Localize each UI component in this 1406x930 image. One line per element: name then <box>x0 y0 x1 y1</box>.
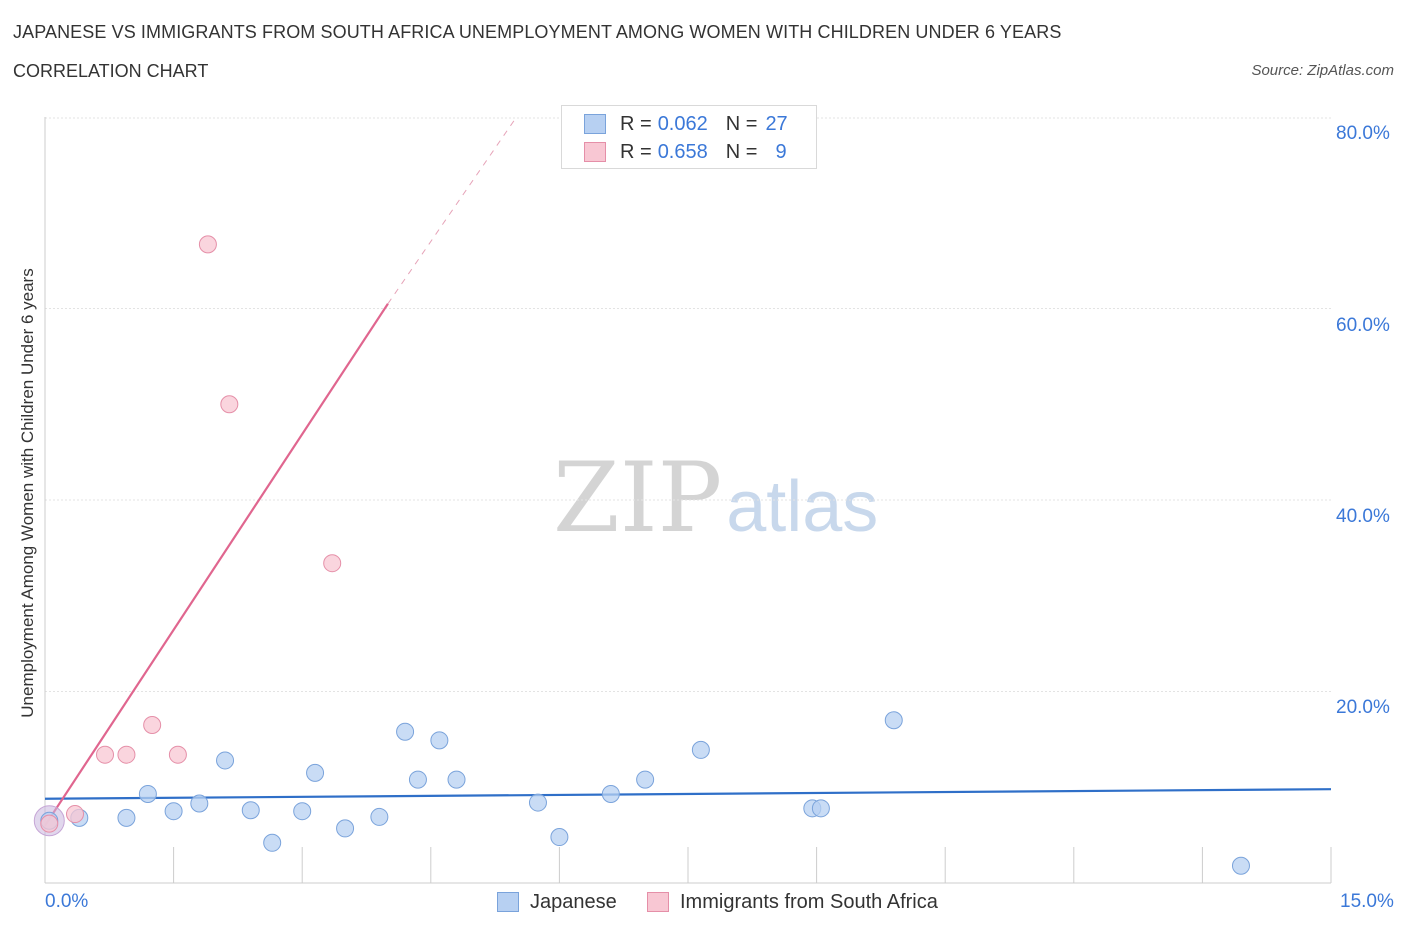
data-point-japanese-17 <box>528 793 547 812</box>
trend-line-south-africa-extrapolated <box>387 116 517 304</box>
data-point-south-africa-3 <box>117 745 136 764</box>
legend-n-value-japanese: 27 <box>765 112 788 135</box>
legend-n-label: N = <box>725 112 758 135</box>
legend-r-value-japanese: 0.062 <box>657 112 708 135</box>
data-point-japanese-13 <box>396 722 415 741</box>
chart-title: JAPANESE VS IMMIGRANTS FROM SOUTH AFRICA… <box>13 22 1062 42</box>
data-point-japanese-11 <box>336 819 355 838</box>
y-tick-label-40: 40.0% <box>1336 506 1390 527</box>
data-point-south-africa-1 <box>66 805 85 824</box>
data-point-japanese-21 <box>691 740 710 759</box>
data-point-japanese-8 <box>263 833 282 852</box>
data-point-south-africa-2 <box>96 745 115 764</box>
legend-label-south-africa: Immigrants from South Africa <box>680 890 938 913</box>
legend-n-value-south-africa: 9 <box>775 140 787 163</box>
legend-row-japanese: R = 0.062 N = 27 <box>584 111 788 137</box>
legend-swatch-japanese <box>497 892 519 912</box>
data-point-japanese-20 <box>636 770 655 789</box>
legend-swatch-south-africa <box>584 142 606 162</box>
axes <box>44 117 1332 884</box>
data-point-japanese-2 <box>117 808 136 827</box>
legend-r-label: R = <box>620 112 652 135</box>
data-point-south-africa-0 <box>40 814 59 833</box>
y-tick-label-60: 60.0% <box>1336 315 1390 336</box>
watermark-atlas: atlas <box>726 467 879 547</box>
data-point-japanese-3 <box>138 784 157 803</box>
legend-n-label: N = <box>725 140 758 163</box>
y-axis-title: Unemployment Among Women with Children U… <box>18 268 37 718</box>
data-point-south-africa-5 <box>168 745 187 764</box>
trend-line-japanese <box>44 788 1332 800</box>
legend-label-japanese: Japanese <box>530 890 617 913</box>
legend-row-south-africa: R = 0.658 N = 9 <box>584 139 787 165</box>
y-tick-label-20: 20.0% <box>1336 697 1390 718</box>
legend-r-label: R = <box>620 140 652 163</box>
data-points <box>33 235 1250 875</box>
data-point-japanese-9 <box>293 802 312 821</box>
data-point-japanese-6 <box>216 751 235 770</box>
legend-r-value-south-africa: 0.658 <box>657 140 708 163</box>
legend-item-south-africa: Immigrants from South Africa <box>647 889 938 915</box>
legend-swatch-south-africa <box>647 892 669 912</box>
correlation-legend: R = 0.062 N = 27 R = 0.658 N = 9 <box>561 105 817 169</box>
data-point-japanese-16 <box>447 770 466 789</box>
trend-line-south-africa <box>44 303 389 827</box>
data-point-japanese-25 <box>1231 856 1250 875</box>
data-point-south-africa-8 <box>323 554 342 573</box>
data-point-japanese-12 <box>370 807 389 826</box>
data-point-japanese-10 <box>306 763 325 782</box>
data-point-japanese-5 <box>190 794 209 813</box>
x-tick-label-min: 0.0% <box>45 891 89 912</box>
legend-swatch-japanese <box>584 114 606 134</box>
data-point-japanese-4 <box>164 802 183 821</box>
trend-lines <box>44 116 1332 827</box>
data-point-japanese-24 <box>884 711 903 730</box>
watermark-zip: ZIP <box>553 442 723 554</box>
data-point-south-africa-4 <box>143 716 162 735</box>
x-tick-label-max: 15.0% <box>1340 891 1394 912</box>
legend-item-japanese: Japanese <box>497 889 617 915</box>
data-point-south-africa-6 <box>198 235 217 254</box>
data-point-south-africa-7 <box>220 395 239 414</box>
data-point-japanese-7 <box>241 801 260 820</box>
data-point-japanese-14 <box>408 770 427 789</box>
data-point-japanese-19 <box>601 784 620 803</box>
chart-subtitle: CORRELATION CHART <box>13 61 209 81</box>
watermark: ZIPatlas <box>553 442 878 554</box>
data-point-japanese-15 <box>430 731 449 750</box>
source-note: Source: ZipAtlas.com <box>1251 62 1394 79</box>
data-point-japanese-23 <box>811 799 830 818</box>
data-point-japanese-18 <box>550 828 569 847</box>
y-tick-label-80: 80.0% <box>1336 123 1390 144</box>
